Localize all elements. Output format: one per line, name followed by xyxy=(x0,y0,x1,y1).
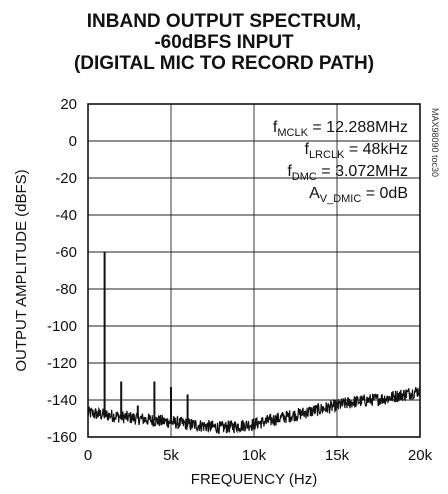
chart-title-line-1: INBAND OUTPUT SPECTRUM, xyxy=(86,11,362,32)
y-tick-label: -140 xyxy=(47,392,77,409)
y-tick-label: -120 xyxy=(47,355,77,372)
y-tick-label: 0 xyxy=(69,133,77,150)
x-tick-label: 15k xyxy=(325,447,350,464)
y-axis-label: OUTPUT AMPLITUDE (dBFS) xyxy=(13,169,30,371)
x-axis-label: FREQUENCY (Hz) xyxy=(191,471,317,488)
series-layer xyxy=(87,252,421,435)
y-tick-label: -160 xyxy=(47,429,77,446)
chart-title-line-2: -60dBFS INPUT xyxy=(154,32,294,53)
y-tick-label: -40 xyxy=(55,207,77,224)
y-tick-label: -20 xyxy=(55,170,77,187)
annotation-line: fLRCLK = 48kHz xyxy=(304,141,408,161)
chart-title-line-3: (DIGITAL MIC TO RECORD PATH) xyxy=(73,53,375,74)
x-tick-label: 20k xyxy=(408,447,433,464)
plot-frame xyxy=(87,103,421,438)
y-tick-label: -100 xyxy=(47,318,77,335)
noise-floor-trace xyxy=(87,385,421,435)
x-tick-label: 0 xyxy=(84,447,92,464)
tick-labels: 20 0 -20 -40 -60 -80 -100 -120 -140 -160 0 5k 10k 15k… xyxy=(47,96,433,464)
y-tick-label: 20 xyxy=(60,96,77,113)
annotation-line: fMCLK = 12.288MHz xyxy=(273,119,408,139)
x-tick-label: 5k xyxy=(163,447,179,464)
annotation-line: AV_DMIC = 0dB xyxy=(309,185,408,205)
y-tick-label: -60 xyxy=(55,244,77,261)
y-tick-label: -80 xyxy=(55,281,77,298)
annotation-line: fDMC = 3.072MHz xyxy=(287,163,408,183)
watermark-text: MAX98090 toc30 xyxy=(430,108,440,177)
x-tick-label: 10k xyxy=(242,447,267,464)
